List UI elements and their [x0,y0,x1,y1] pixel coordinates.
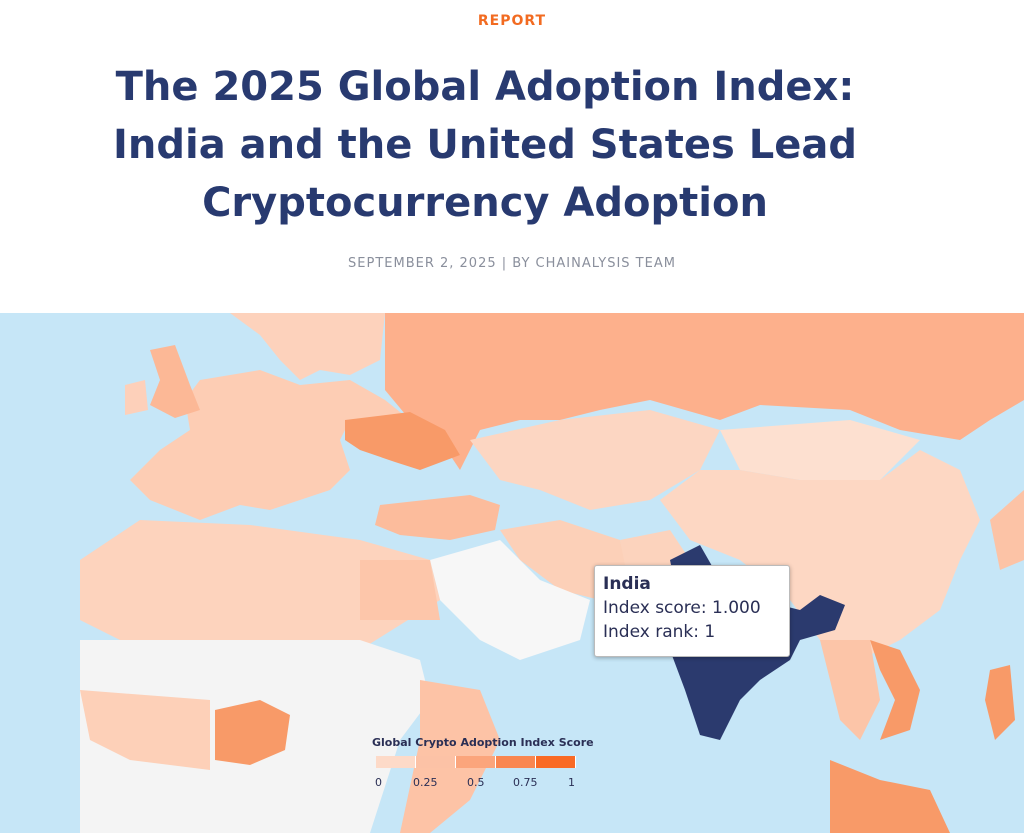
country-tooltip: India Index score: 1.000 Index rank: 1 [594,565,790,657]
tooltip-score: Index score: 1.000 [603,598,761,618]
country-philippines[interactable] [985,665,1015,740]
tooltip-country: India [603,574,651,594]
legend-tick: 0.5 [467,776,485,789]
legend-title: Global Crypto Adoption Index Score [372,736,594,749]
country-scandinavia[interactable] [230,313,385,380]
legend-ticks: 0 0.25 0.5 0.75 1 [372,776,602,792]
article-header: REPORT The 2025 Global Adoption Index: I… [0,0,1024,313]
country-japan[interactable] [990,490,1024,570]
report-kicker[interactable]: REPORT [477,13,547,29]
legend-tick: 1 [568,776,575,789]
tooltip-rank: Index rank: 1 [603,622,716,642]
legend-tick: 0.75 [513,776,538,789]
region-west-africa[interactable] [80,690,210,770]
legend-swatch [416,756,456,768]
legend-color-scale [376,756,576,768]
legend-tick: 0 [375,776,382,789]
legend-swatch [376,756,416,768]
country-indonesia[interactable] [830,760,950,833]
country-china[interactable] [660,450,980,660]
legend-tick: 0.25 [413,776,438,789]
country-mongolia[interactable] [720,420,920,480]
region-se-asia[interactable] [820,640,880,740]
legend-swatch [496,756,536,768]
region-north-africa[interactable] [80,520,440,660]
byline: SEPTEMBER 2, 2025 | BY CHAINALYSIS TEAM [348,256,676,271]
legend-swatch [456,756,496,768]
country-ireland[interactable] [125,380,148,415]
country-egypt[interactable] [360,560,440,620]
country-turkey[interactable] [375,495,500,540]
country-nigeria[interactable] [215,700,290,765]
country-russia[interactable] [385,313,1024,470]
region-central-asia[interactable] [470,410,720,510]
map-legend: Global Crypto Adoption Index Score 0 0.2… [372,736,602,792]
country-vietnam[interactable] [870,640,920,740]
page-title: The 2025 Global Adoption Index: India an… [113,64,857,226]
legend-swatch [536,756,576,768]
choropleth-map[interactable]: India Index score: 1.000 Index rank: 1 G… [0,313,1024,833]
country-arabia[interactable] [430,540,590,660]
country-ukraine[interactable] [345,412,460,470]
country-uk[interactable] [150,345,200,418]
region-europe[interactable] [130,370,410,520]
